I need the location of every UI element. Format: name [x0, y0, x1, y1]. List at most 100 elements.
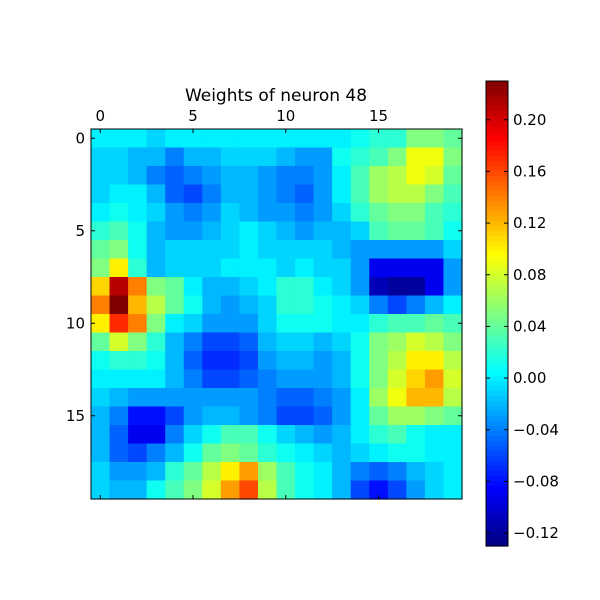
- heatmap-cell: [128, 462, 148, 482]
- heatmap-cell: [146, 480, 166, 500]
- heatmap-cell: [109, 314, 129, 334]
- heatmap-cell: [146, 425, 166, 445]
- colorbar-segment: [486, 256, 508, 262]
- colorbar-segment: [486, 211, 508, 217]
- heatmap-cell: [443, 240, 463, 260]
- heatmap-cell: [350, 221, 370, 241]
- heatmap-cell: [406, 332, 426, 352]
- heatmap-cell: [128, 203, 148, 223]
- heatmap-cell: [424, 147, 445, 167]
- heatmap-cell: [202, 314, 222, 334]
- heatmap-cell: [257, 147, 278, 167]
- heatmap-cell: [183, 166, 203, 186]
- heatmap-cell: [146, 388, 166, 408]
- heatmap-cell: [350, 240, 370, 260]
- colorbar-segment: [486, 91, 508, 97]
- heatmap-cell: [406, 184, 426, 204]
- heatmap-cell: [295, 129, 315, 149]
- colorbar-segment: [486, 286, 508, 292]
- colorbar-segment: [486, 246, 508, 252]
- heatmap-cell: [202, 221, 222, 241]
- heatmap-cell: [276, 147, 296, 167]
- heatmap-cell: [220, 129, 240, 149]
- heatmap-cell: [239, 406, 259, 426]
- heatmap-cell: [332, 369, 352, 389]
- heatmap-cell: [406, 443, 426, 463]
- heatmap-cell: [313, 351, 333, 371]
- heatmap-cell: [257, 184, 278, 204]
- heatmap-cell: [350, 443, 370, 463]
- heatmap-cell: [91, 388, 111, 408]
- x-tick-label: 0: [96, 107, 106, 125]
- x-tick-label: 5: [188, 107, 198, 125]
- heatmap-cell: [313, 425, 333, 445]
- colorbar-segment: [486, 111, 508, 117]
- heatmap-cell: [109, 480, 129, 500]
- colorbar-segment: [486, 541, 508, 547]
- heatmap-cell: [183, 369, 203, 389]
- colorbar-segment: [486, 241, 508, 247]
- heatmap-cell: [165, 480, 185, 500]
- heatmap-cell: [276, 240, 296, 260]
- heatmap-cell: [443, 425, 463, 445]
- heatmap-cell: [332, 277, 352, 297]
- colorbar-segment: [486, 161, 508, 167]
- heatmap-cell: [387, 388, 407, 408]
- heatmap-cell: [332, 480, 352, 500]
- heatmap-cell: [109, 129, 129, 149]
- heatmap-cell: [332, 425, 352, 445]
- colorbar-segment: [486, 316, 508, 322]
- heatmap-cell: [165, 258, 185, 278]
- heatmap-cell: [443, 480, 463, 500]
- heatmap-cell: [406, 129, 426, 149]
- heatmap-cell: [350, 480, 370, 500]
- colorbar-segment: [486, 376, 508, 382]
- heatmap-cell: [387, 351, 407, 371]
- heatmap-cell: [313, 240, 333, 260]
- heatmap-cell: [387, 369, 407, 389]
- heatmap-cell: [443, 166, 463, 186]
- heatmap-cell: [369, 369, 389, 389]
- heatmap-cell: [257, 258, 278, 278]
- heatmap-cell: [202, 388, 222, 408]
- heatmap-cell: [202, 351, 222, 371]
- heatmap-cell: [276, 295, 296, 315]
- heatmap-cell: [350, 277, 370, 297]
- heatmap-cell: [424, 258, 445, 278]
- heatmap-cell: [239, 388, 259, 408]
- heatmap-cell: [387, 314, 407, 334]
- heatmap-cell: [350, 258, 370, 278]
- heatmap-cell: [220, 388, 240, 408]
- heatmap-cell: [220, 203, 240, 223]
- heatmap-cell: [91, 295, 111, 315]
- heatmap-cell: [313, 129, 333, 149]
- colorbar-segment: [486, 351, 508, 357]
- colorbar-segment: [486, 381, 508, 387]
- heatmap-cell: [332, 351, 352, 371]
- heatmap-cell: [257, 240, 278, 260]
- y-tick-label: 5: [75, 222, 85, 240]
- heatmap-cell: [332, 443, 352, 463]
- heatmap-cell: [239, 443, 259, 463]
- heatmap-cell: [257, 369, 278, 389]
- colorbar-segment: [486, 81, 508, 87]
- heatmap-cell: [109, 295, 129, 315]
- heatmap-cell: [91, 369, 111, 389]
- heatmap-cell: [128, 332, 148, 352]
- heatmap-cell: [109, 351, 129, 371]
- heatmap-cell: [257, 314, 278, 334]
- heatmap-cell: [91, 314, 111, 334]
- heatmap-cell: [406, 277, 426, 297]
- colorbar-segment: [486, 391, 508, 397]
- heatmap-cell: [332, 184, 352, 204]
- heatmap-cell: [91, 443, 111, 463]
- colorbar-segment: [486, 191, 508, 197]
- colorbar-tick-label: 0.04: [513, 317, 546, 335]
- heatmap-cell: [406, 425, 426, 445]
- heatmap-cell: [332, 129, 352, 149]
- heatmap-cell: [220, 314, 240, 334]
- heatmap-cell: [91, 406, 111, 426]
- heatmap-cell: [443, 332, 463, 352]
- heatmap-cell: [128, 406, 148, 426]
- heatmap-cell: [443, 351, 463, 371]
